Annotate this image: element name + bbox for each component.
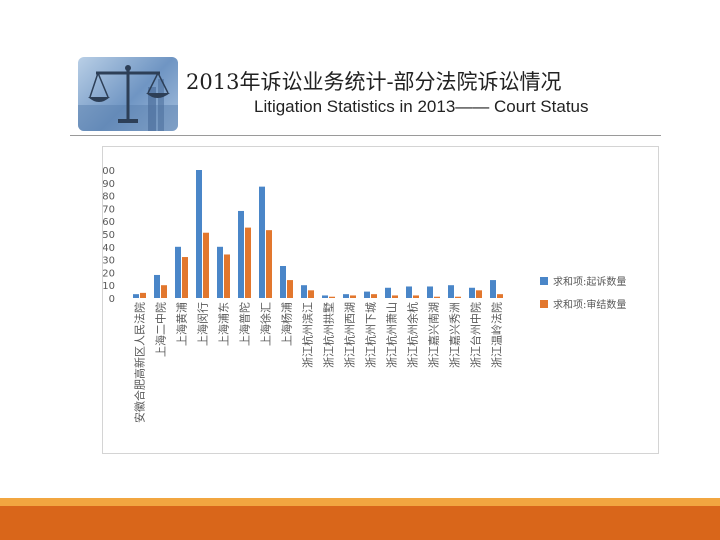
bar-filed	[175, 246, 181, 298]
x-category-label: 浙江温岭法院	[490, 302, 504, 368]
bar-closed	[413, 295, 419, 298]
page-title: 2013年诉讼业务统计-部分法院诉讼情况	[186, 70, 562, 94]
legend-swatch	[540, 277, 548, 285]
y-tick-label: 90	[103, 179, 115, 190]
bar-closed	[476, 290, 482, 298]
x-category-label: 上海二中院	[154, 302, 168, 357]
bar-chart: 0102030405060708090100安徽合肥高新区人民法院上海二中院上海…	[103, 166, 626, 423]
y-tick-label: 100	[103, 166, 115, 177]
bar-closed	[371, 294, 377, 298]
x-category-label: 上海徐汇	[259, 302, 273, 346]
x-category-label: 上海普陀	[238, 302, 252, 346]
bar-closed	[434, 296, 440, 298]
bar-filed	[385, 287, 391, 298]
legend-swatch	[540, 300, 548, 308]
scales-of-justice-icon	[78, 57, 178, 131]
x-category-label: 浙江嘉兴秀洲	[448, 302, 462, 368]
bar-filed	[343, 294, 349, 298]
bar-filed	[259, 186, 265, 298]
bar-filed	[490, 280, 496, 298]
page-subtitle: Litigation Statistics in 2013—— Court St…	[254, 97, 589, 116]
chart-frame: 0102030405060708090100安徽合肥高新区人民法院上海二中院上海…	[102, 146, 659, 454]
x-category-label: 上海闵行	[196, 302, 210, 346]
y-tick-label: 60	[103, 217, 115, 228]
y-tick-label: 0	[109, 294, 115, 305]
bar-closed	[266, 230, 272, 298]
bar-closed	[224, 254, 230, 298]
bar-filed	[238, 210, 244, 298]
bar-closed	[182, 257, 188, 298]
x-category-label: 浙江杭州余杭	[406, 302, 420, 368]
bar-closed	[287, 280, 293, 298]
legend-label: 求和项:审结数量	[553, 298, 626, 311]
x-category-label: 浙江杭州拱墅	[322, 302, 336, 368]
footer-accent-stripe	[0, 498, 720, 506]
x-category-label: 浙江台州中院	[469, 302, 483, 368]
x-category-label: 安徽合肥高新区人民法院	[133, 302, 147, 423]
bar-filed	[322, 295, 328, 298]
bar-closed	[308, 290, 314, 298]
y-tick-label: 10	[103, 281, 115, 292]
bar-filed	[469, 287, 475, 298]
y-tick-label: 20	[103, 268, 115, 279]
bar-closed	[245, 227, 251, 298]
bar-filed	[154, 274, 160, 298]
bar-closed	[350, 295, 356, 298]
bar-closed	[329, 296, 335, 298]
title-divider	[70, 135, 661, 136]
y-tick-label: 40	[103, 243, 115, 254]
bar-closed	[497, 294, 503, 298]
bar-closed	[140, 292, 146, 298]
y-tick-label: 70	[103, 204, 115, 215]
x-category-label: 浙江杭州下城	[364, 302, 378, 368]
bar-closed	[161, 285, 167, 298]
bar-filed	[133, 294, 139, 298]
bar-closed	[203, 232, 209, 298]
bar-filed	[196, 170, 202, 298]
bar-closed	[455, 296, 461, 298]
bar-filed	[448, 285, 454, 298]
bar-filed	[280, 266, 286, 298]
x-category-label: 浙江杭州西湖	[343, 302, 357, 368]
x-category-label: 浙江杭州萧山	[385, 302, 399, 368]
legend-label: 求和项:起诉数量	[553, 275, 626, 288]
bar-filed	[301, 285, 307, 298]
bar-filed	[427, 286, 433, 298]
x-category-label: 浙江嘉兴南湖	[427, 302, 441, 368]
x-category-label: 浙江杭州滨江	[301, 302, 315, 368]
x-category-label: 上海浦东	[217, 302, 231, 346]
bar-filed	[406, 286, 412, 298]
x-category-label: 上海黄浦	[175, 302, 189, 346]
bar-closed	[392, 295, 398, 298]
bar-filed	[364, 291, 370, 298]
footer-bar	[0, 506, 720, 540]
y-tick-label: 50	[103, 230, 115, 241]
x-category-label: 上海杨浦	[280, 302, 294, 346]
y-tick-label: 30	[103, 256, 115, 267]
bar-filed	[217, 246, 223, 298]
y-tick-label: 80	[103, 192, 115, 203]
